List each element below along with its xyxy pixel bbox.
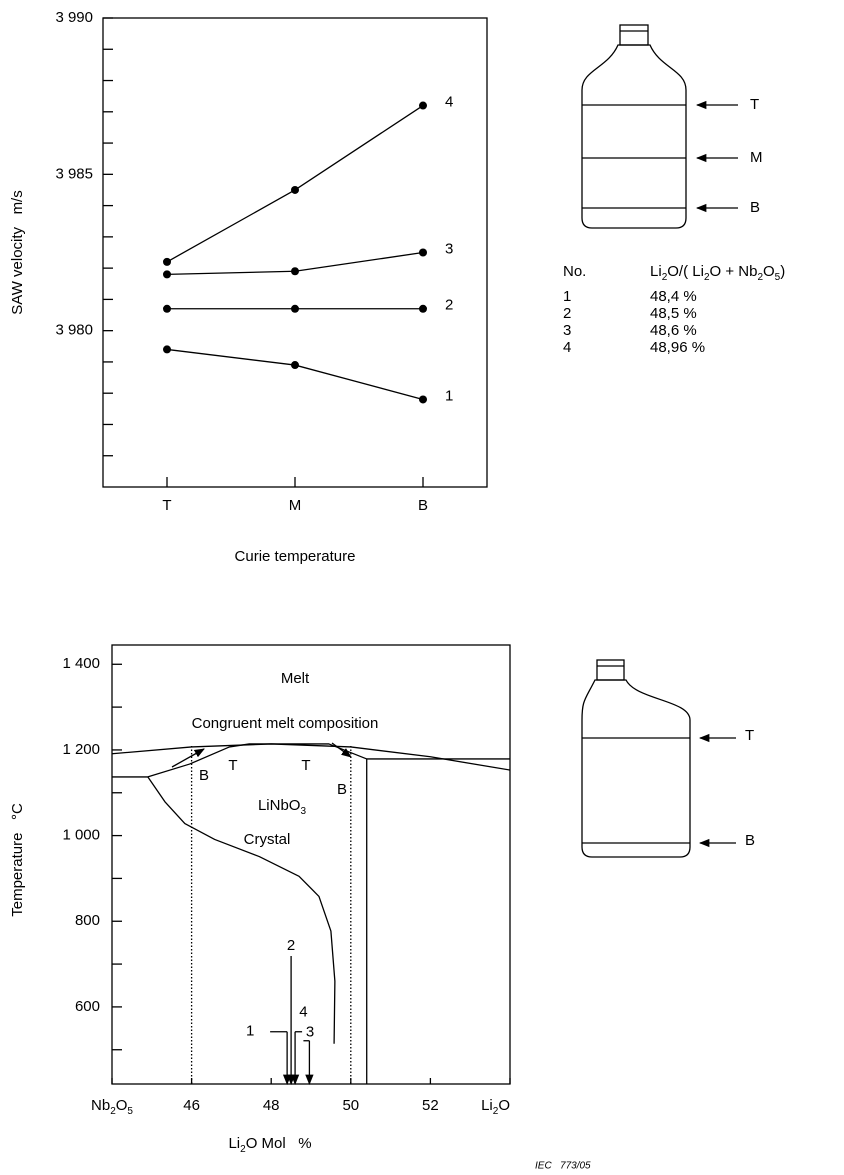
marker-label: 4 bbox=[299, 1004, 307, 1021]
data-point bbox=[291, 185, 299, 194]
y-tick-label: 3 985 bbox=[55, 165, 93, 182]
table-header: Li2O/( Li2O + Nb2O5) bbox=[650, 263, 785, 283]
data-point bbox=[419, 248, 427, 257]
plot-frame bbox=[102, 17, 488, 488]
bottle-label: B bbox=[745, 832, 755, 849]
bottle-body bbox=[581, 44, 687, 229]
data-point bbox=[419, 304, 427, 313]
series-label: 1 bbox=[445, 387, 453, 404]
x-tick-label: 52 bbox=[422, 1097, 439, 1114]
data-point bbox=[419, 101, 427, 110]
series-label: 2 bbox=[445, 297, 453, 314]
annotation: Crystal bbox=[244, 831, 291, 848]
annotation: LiNbO3 bbox=[258, 797, 307, 817]
series-label: 4 bbox=[445, 94, 453, 111]
y-tick-label: 1 000 bbox=[62, 827, 100, 844]
x-tick-label: T bbox=[162, 497, 171, 514]
y-tick-label: 1 400 bbox=[62, 655, 100, 672]
y-axis-label: SAW velocity m/s bbox=[9, 190, 26, 314]
data-point bbox=[291, 267, 299, 276]
annotation: B bbox=[337, 781, 347, 798]
marker-label: 1 bbox=[246, 1023, 254, 1040]
series-label: 3 bbox=[445, 240, 453, 257]
data-point bbox=[291, 361, 299, 370]
x-axis-label: Curie temperature bbox=[235, 548, 356, 565]
table-cell: 3 bbox=[563, 322, 571, 339]
series-line bbox=[166, 348, 424, 401]
data-point bbox=[163, 345, 171, 354]
annotation: B bbox=[199, 767, 209, 784]
plot-frame bbox=[111, 644, 511, 1085]
bottle-label: T bbox=[750, 96, 759, 113]
marker-label: 2 bbox=[287, 937, 295, 954]
table-header: No. bbox=[563, 263, 586, 280]
bottle-label: T bbox=[745, 727, 754, 744]
x-axis-label: Li2O Mol % bbox=[228, 1135, 311, 1155]
phase-boundary bbox=[147, 776, 336, 1044]
series-line bbox=[166, 105, 424, 263]
y-axis-label: Temperature °C bbox=[9, 803, 26, 917]
bottle-neck bbox=[596, 659, 625, 681]
composition-table: No. Li2O/( Li2O + Nb2O5) 1 48,4 % 2 48,5… bbox=[563, 263, 785, 356]
x-tick-label: Li2O bbox=[481, 1097, 510, 1117]
bottle-diagram: T M B bbox=[581, 24, 763, 229]
data-point bbox=[163, 270, 171, 279]
x-tick-label: Nb2O5 bbox=[91, 1097, 133, 1117]
data-point bbox=[291, 304, 299, 313]
bottle-label: B bbox=[750, 199, 760, 216]
x-tick-label: 48 bbox=[263, 1097, 280, 1114]
y-tick-label: 600 bbox=[75, 998, 100, 1015]
data-point bbox=[419, 395, 427, 404]
growth-arrow bbox=[331, 742, 352, 758]
table-cell: 4 bbox=[563, 339, 571, 356]
phase-boundary bbox=[112, 743, 510, 778]
annotation: Melt bbox=[281, 670, 310, 687]
phase-boundary bbox=[111, 743, 511, 771]
table-cell: 48,4 % bbox=[650, 288, 697, 305]
marker-label: 3 bbox=[306, 1024, 314, 1041]
data-point bbox=[163, 257, 171, 266]
data-point bbox=[163, 304, 171, 313]
bottle-label: M bbox=[750, 149, 763, 166]
table-cell: 48,6 % bbox=[650, 322, 697, 339]
table-cell: 1 bbox=[563, 288, 571, 305]
footer: IEC 773/05 bbox=[535, 1161, 591, 1172]
table-cell: 2 bbox=[563, 305, 571, 322]
y-tick-label: 800 bbox=[75, 912, 100, 929]
x-tick-label: 46 bbox=[183, 1097, 200, 1114]
growth-arrow bbox=[171, 748, 205, 768]
x-tick-label: 50 bbox=[342, 1097, 359, 1114]
x-tick-label: M bbox=[289, 497, 302, 514]
annotation: T bbox=[228, 757, 237, 774]
bottle-body bbox=[581, 679, 691, 858]
y-tick-label: 3 990 bbox=[55, 9, 93, 26]
table-cell: 48,96 % bbox=[650, 339, 705, 356]
bottle-diagram: T B bbox=[581, 659, 755, 858]
table-cell: 48,5 % bbox=[650, 305, 697, 322]
y-tick-label: 3 980 bbox=[55, 322, 93, 339]
y-tick-label: 1 200 bbox=[62, 741, 100, 758]
annotation: T bbox=[301, 757, 310, 774]
bottle-neck bbox=[619, 24, 649, 46]
x-tick-label: B bbox=[418, 497, 428, 514]
annotation: Congruent melt composition bbox=[192, 715, 379, 732]
